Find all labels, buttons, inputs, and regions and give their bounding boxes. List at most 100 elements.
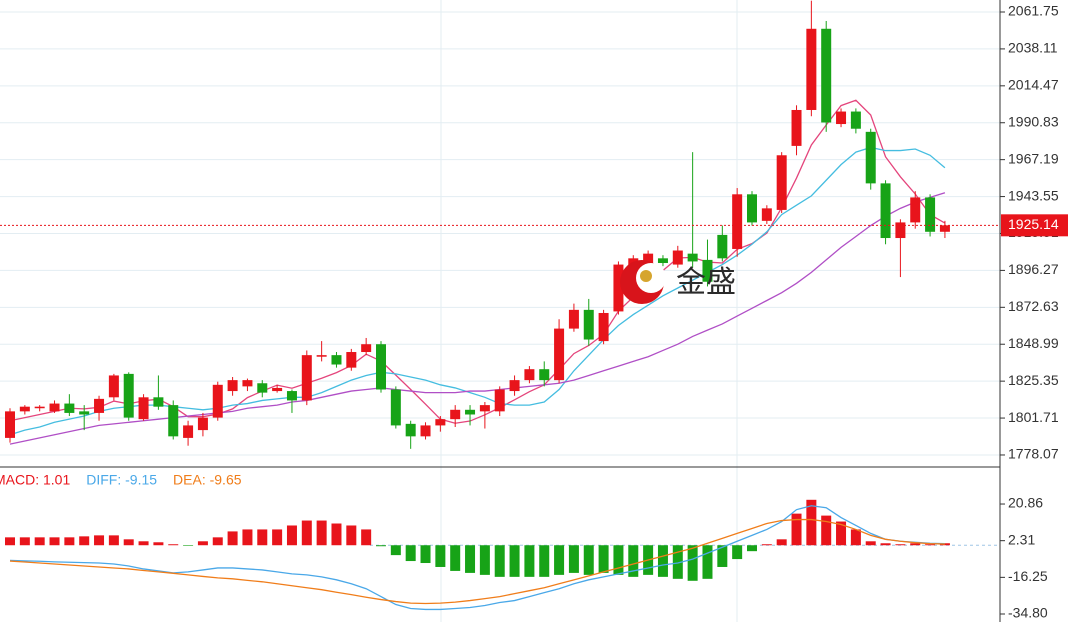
macd-bar	[64, 537, 75, 546]
macd-bar	[301, 520, 312, 546]
macd-bar	[272, 529, 283, 546]
macd-bar	[895, 544, 906, 546]
macd-bar	[257, 529, 268, 546]
candle-body	[509, 380, 520, 392]
macd-bar	[761, 544, 772, 546]
candle-body	[494, 389, 505, 412]
macd-bar	[286, 525, 297, 546]
candle-body	[568, 309, 579, 329]
y-tick-label: 1896.27	[1008, 261, 1059, 277]
marks	[0, 0, 1000, 611]
candle-body	[197, 417, 208, 431]
candle-body	[390, 389, 401, 426]
candle-body	[643, 253, 654, 265]
candle-body	[405, 423, 416, 437]
macd-bar	[5, 537, 15, 546]
macd-bar	[554, 545, 565, 575]
macd-bar	[880, 543, 891, 546]
macd-bar	[227, 531, 238, 546]
macd-bar	[687, 545, 698, 581]
macd-bar	[108, 535, 119, 546]
y-tick-label: -34.80	[1008, 605, 1048, 621]
candle-body	[138, 397, 149, 420]
macd-bar	[168, 544, 179, 546]
macd-bar	[732, 545, 743, 560]
candle-body	[672, 250, 683, 265]
candle-body	[331, 355, 342, 365]
macd-bar	[138, 541, 149, 546]
macd-bar	[628, 545, 639, 577]
y-tick-label: 1848.99	[1008, 335, 1059, 351]
y-tick-label: 20.86	[1008, 495, 1043, 511]
candle-body	[49, 403, 60, 412]
macd-bar	[568, 545, 579, 573]
candle-body	[717, 234, 728, 259]
candle-body	[687, 253, 698, 262]
candle-body	[910, 197, 921, 223]
y-tick-label: -16.25	[1008, 568, 1048, 584]
macd-bar	[910, 543, 921, 546]
candle-body	[301, 355, 312, 401]
candle-body	[346, 352, 357, 368]
y-tick-label: 1990.83	[1008, 113, 1059, 129]
candle-body	[420, 425, 431, 437]
y-tick-label: 1801.71	[1008, 409, 1059, 425]
candle-body	[242, 380, 253, 387]
candle-body	[435, 419, 446, 426]
candle-body	[776, 155, 787, 210]
macd-bar	[494, 545, 505, 577]
candle-body	[732, 194, 743, 249]
candle-body	[79, 411, 90, 415]
candle-body	[524, 369, 535, 381]
macd-bar	[925, 544, 936, 546]
macd-bar	[94, 535, 105, 546]
macd-bar	[19, 537, 30, 546]
y-tick-label: 2038.11	[1008, 40, 1058, 56]
y-tick-label: 1967.19	[1008, 150, 1059, 166]
macd-bar	[79, 536, 90, 546]
y-tick-label: 2061.75	[1008, 3, 1059, 19]
line	[9, 505, 945, 611]
macd-bar	[420, 545, 431, 564]
macd-bar	[316, 520, 327, 546]
macd-bar	[390, 545, 401, 556]
macd-bar	[702, 545, 713, 579]
grid	[0, 11, 1000, 546]
candle-body	[19, 406, 30, 412]
macd-bar	[346, 525, 357, 546]
y-tick-label: 2014.47	[1008, 77, 1059, 93]
candle-body	[791, 109, 802, 146]
candle-body	[554, 328, 565, 381]
candle-body	[613, 264, 624, 312]
macd-bar	[49, 537, 60, 546]
axis-labels: 2061.75 2038.11 2014.47 1990.83 1967.19 1943.…	[0, 3, 1068, 621]
line	[9, 518, 945, 605]
macd-bar	[242, 529, 253, 546]
candle-body	[34, 406, 45, 409]
macd-bar	[524, 545, 535, 577]
candle-body	[64, 403, 75, 413]
candle-body	[316, 355, 327, 357]
candle-body	[108, 375, 119, 398]
y-tick-label: 1825.35	[1008, 372, 1059, 388]
macd-bar	[331, 523, 342, 546]
candle-body	[168, 405, 179, 437]
macd-bar	[583, 545, 594, 575]
candle-body	[465, 409, 476, 415]
macd-bar	[212, 537, 223, 546]
candle-body	[747, 194, 757, 223]
macd-bar	[539, 545, 550, 577]
candle-body	[376, 344, 386, 390]
line	[9, 99, 946, 424]
macd-bar	[197, 541, 208, 546]
candle-body	[939, 225, 950, 232]
y-tick-label: 1872.63	[1008, 298, 1059, 314]
candle-body	[657, 258, 668, 264]
line	[9, 146, 946, 436]
macd-bar	[435, 545, 446, 567]
macd-bar	[479, 545, 490, 575]
candle-body	[598, 312, 609, 342]
macd-bar	[34, 537, 45, 546]
macd-bar	[465, 545, 476, 573]
